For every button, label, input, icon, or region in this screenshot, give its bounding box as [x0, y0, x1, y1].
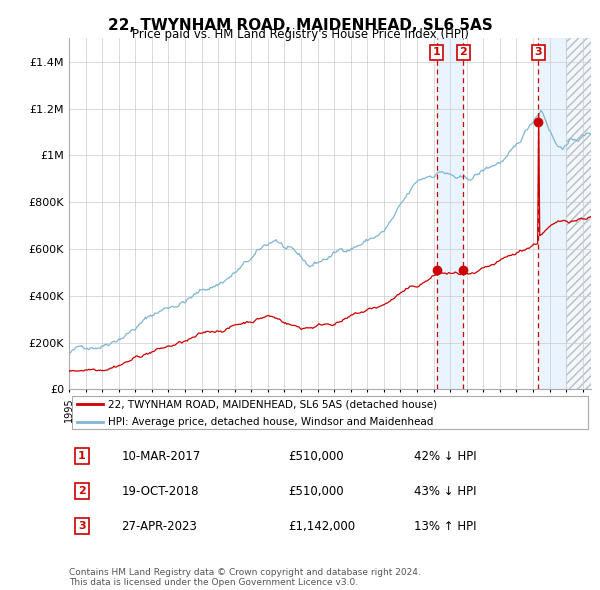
Text: HPI: Average price, detached house, Windsor and Maidenhead: HPI: Average price, detached house, Wind…	[108, 417, 434, 427]
Bar	[437, 38, 463, 389]
Text: 2: 2	[78, 486, 86, 496]
Bar	[538, 38, 566, 389]
FancyBboxPatch shape	[71, 396, 589, 429]
Text: 3: 3	[535, 47, 542, 57]
Text: 1: 1	[433, 47, 440, 57]
Text: £510,000: £510,000	[288, 450, 344, 463]
Text: 1: 1	[78, 451, 86, 461]
Text: £1,142,000: £1,142,000	[288, 520, 355, 533]
Text: £510,000: £510,000	[288, 484, 344, 498]
Text: 19-OCT-2018: 19-OCT-2018	[121, 484, 199, 498]
Bar	[566, 38, 591, 389]
Text: 22, TWYNHAM ROAD, MAIDENHEAD, SL6 5AS (detached house): 22, TWYNHAM ROAD, MAIDENHEAD, SL6 5AS (d…	[108, 399, 437, 409]
Text: 43% ↓ HPI: 43% ↓ HPI	[413, 484, 476, 498]
Bar	[566, 38, 591, 389]
Text: Price paid vs. HM Land Registry's House Price Index (HPI): Price paid vs. HM Land Registry's House …	[131, 28, 469, 41]
Text: 3: 3	[78, 521, 86, 531]
Text: 10-MAR-2017: 10-MAR-2017	[121, 450, 200, 463]
Text: 2: 2	[460, 47, 467, 57]
Text: 13% ↑ HPI: 13% ↑ HPI	[413, 520, 476, 533]
Text: 42% ↓ HPI: 42% ↓ HPI	[413, 450, 476, 463]
Text: 27-APR-2023: 27-APR-2023	[121, 520, 197, 533]
Text: Contains HM Land Registry data © Crown copyright and database right 2024.
This d: Contains HM Land Registry data © Crown c…	[69, 568, 421, 587]
Text: 22, TWYNHAM ROAD, MAIDENHEAD, SL6 5AS: 22, TWYNHAM ROAD, MAIDENHEAD, SL6 5AS	[107, 18, 493, 32]
